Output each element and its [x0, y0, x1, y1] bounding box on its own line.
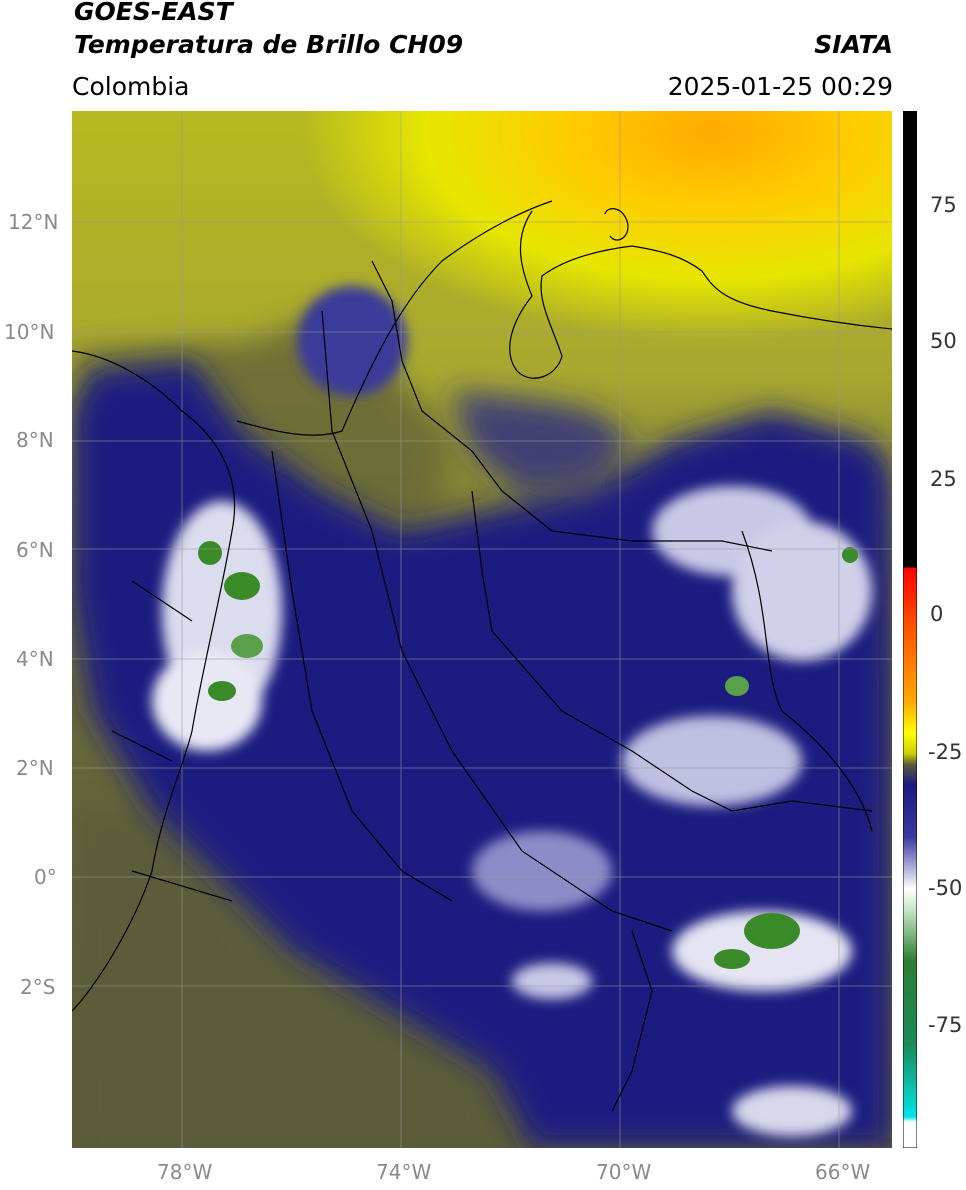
- lon-label-70w: 70°W: [596, 1160, 652, 1184]
- lat-label-2s: 2°S: [20, 975, 56, 999]
- cbar-tick-minus-50: -50: [928, 876, 963, 900]
- cbar-tick-50: 50: [930, 329, 957, 353]
- cbar-tick-75: 75: [930, 193, 957, 217]
- lat-label-4n: 4°N: [16, 647, 54, 671]
- cbar-tick-minus-25: -25: [928, 740, 963, 764]
- lat-label-10n: 10°N: [4, 320, 55, 344]
- cbar-tick-25: 25: [930, 467, 957, 491]
- lon-label-74w: 74°W: [376, 1160, 432, 1184]
- lat-label-8n: 8°N: [16, 428, 54, 452]
- lat-label-6n: 6°N: [16, 538, 54, 562]
- lon-label-78w: 78°W: [157, 1160, 213, 1184]
- satellite-map: [71, 111, 893, 1148]
- lon-label-66w: 66°W: [815, 1160, 871, 1184]
- colorbar-svg: [902, 110, 918, 1149]
- lat-label-0: 0°: [34, 865, 57, 889]
- datetime-label: 2025-01-25 00:29: [667, 72, 893, 101]
- cbar-tick-0: 0: [930, 602, 944, 626]
- title-line-2: Temperatura de Brillo CH09: [74, 30, 464, 59]
- lat-label-2n: 2°N: [16, 756, 54, 780]
- satellite-map-svg: [71, 111, 893, 1148]
- cbar-tick-minus-75: -75: [928, 1013, 963, 1037]
- lat-label-12n: 12°N: [8, 210, 59, 234]
- region-label: Colombia: [72, 72, 190, 101]
- colorbar: [902, 110, 918, 1149]
- title-line-1: GOES-EAST: [74, 0, 233, 26]
- brand-label: SIATA: [814, 30, 893, 59]
